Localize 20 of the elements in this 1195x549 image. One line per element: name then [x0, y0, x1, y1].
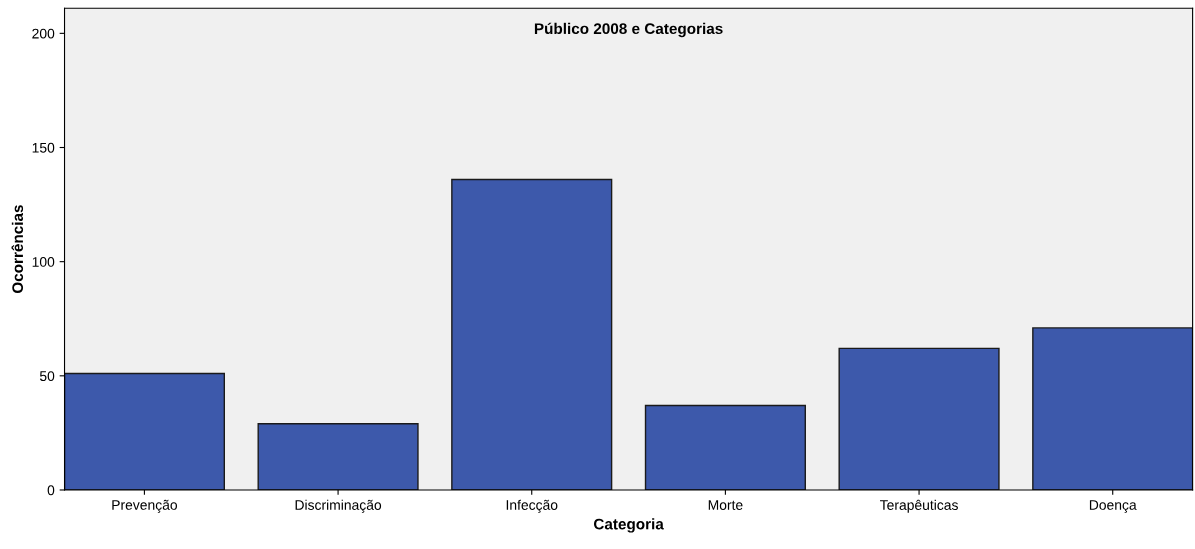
bar — [257, 423, 419, 490]
x-tick-label: Doença — [1089, 500, 1137, 513]
y-tick-label: 0 — [47, 485, 55, 496]
y-tick-label: 150 — [32, 142, 55, 153]
text: Público 2008 e Categorias — [534, 22, 723, 38]
x-tick-label: Terapêuticas — [880, 499, 958, 513]
x-tick-label: Prevenção — [112, 499, 178, 513]
x-tick-label: Infecção — [506, 499, 558, 513]
bar — [64, 372, 225, 490]
bar — [644, 404, 806, 490]
bar — [451, 178, 613, 490]
y-axis-title: Ocorrências — [11, 205, 24, 294]
bar — [838, 347, 1000, 490]
y-tick-label: 50 — [39, 371, 55, 381]
x-axis-title: Categoria — [593, 518, 664, 533]
x-tick-label: Morte — [708, 500, 743, 510]
x-tick-label: Discriminação — [295, 499, 382, 513]
bar — [1032, 327, 1193, 490]
y-tick-label: 200 — [32, 28, 55, 39]
y-tick-label: 100 — [32, 257, 55, 267]
